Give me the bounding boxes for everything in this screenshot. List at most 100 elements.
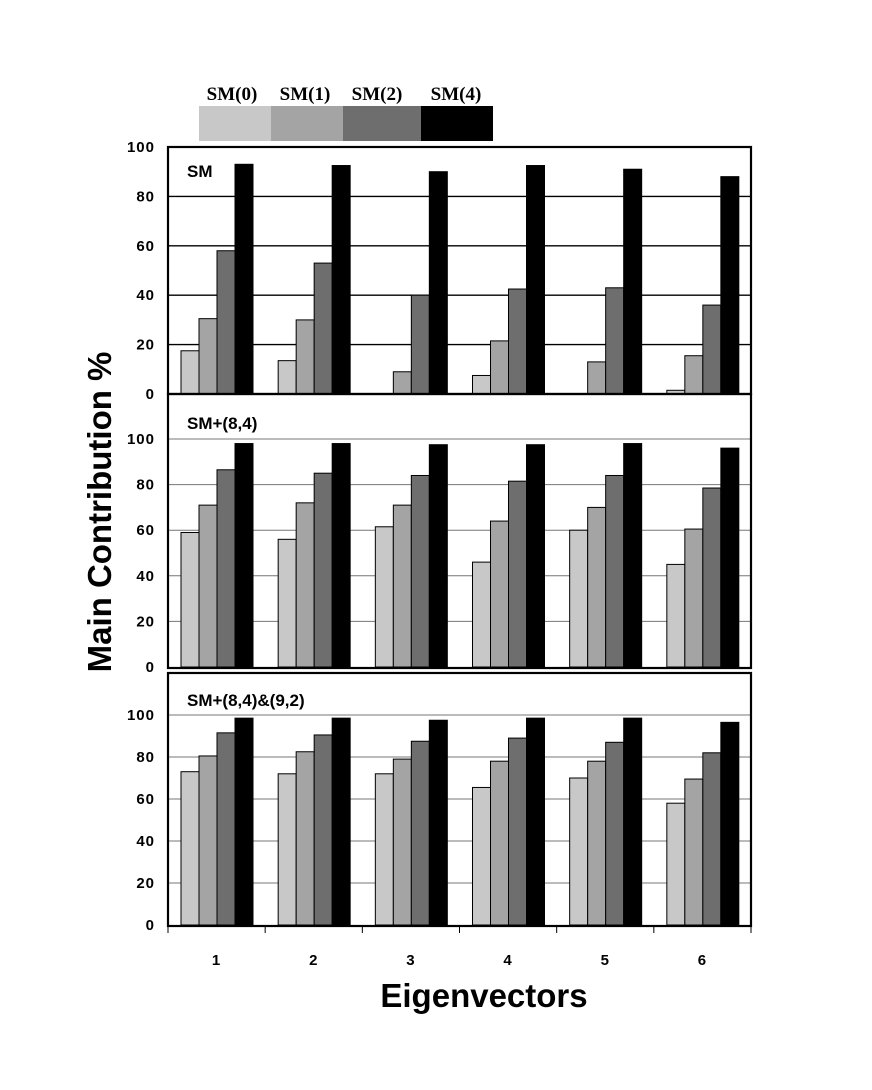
bar xyxy=(666,563,686,668)
x-tick-label: 3 xyxy=(406,952,415,969)
y-tick-label: 100 xyxy=(127,139,155,156)
bar xyxy=(216,732,236,926)
bar xyxy=(410,474,430,668)
y-tick-label: 0 xyxy=(146,659,155,676)
bar xyxy=(295,751,315,926)
bar xyxy=(684,778,704,926)
panel-label: SM+(8,4) xyxy=(187,414,257,433)
bar xyxy=(374,773,394,926)
y-tick-label: 80 xyxy=(136,188,155,205)
bar xyxy=(234,443,254,668)
bar xyxy=(623,443,643,668)
bar xyxy=(684,528,704,668)
bar xyxy=(295,502,315,668)
x-tick-label: 6 xyxy=(698,952,707,969)
bar xyxy=(410,740,430,926)
x-axis-title: Eigenvectors xyxy=(380,977,587,1014)
bar xyxy=(216,250,236,395)
bar xyxy=(623,168,643,395)
bar xyxy=(331,717,351,926)
bar xyxy=(490,340,509,395)
bar xyxy=(490,520,509,668)
bar xyxy=(313,262,333,395)
bar xyxy=(180,350,200,395)
y-tick-label: 80 xyxy=(136,477,155,494)
y-tick-label: 60 xyxy=(136,522,155,539)
bar xyxy=(331,165,351,395)
bar xyxy=(472,561,491,668)
bar xyxy=(374,526,394,668)
bar xyxy=(526,165,545,395)
legend-swatch xyxy=(199,106,271,141)
legend-label: SM(4) xyxy=(431,84,482,105)
bar xyxy=(490,760,509,926)
bar xyxy=(331,443,351,668)
panel: 0 20 40 60 80 100 SM xyxy=(127,139,753,403)
x-tick-label: 5 xyxy=(601,952,610,969)
bar xyxy=(702,304,722,395)
bar xyxy=(180,771,200,926)
chart-panels: 0 20 40 60 80 100 SM 0 20 40 60 80 100 SM+(8,4) 0 20 40 6… xyxy=(127,139,753,934)
bar xyxy=(526,717,545,926)
bar xyxy=(605,741,625,926)
y-axis-title: Main Contribution % xyxy=(81,352,118,673)
panel-frame xyxy=(166,145,753,396)
bar xyxy=(198,318,218,395)
panel: 0 20 40 60 80 100 SM+(8,4)&(9,2) xyxy=(127,671,753,934)
bar xyxy=(569,529,589,668)
y-tick-label: 100 xyxy=(127,707,155,724)
y-tick-label: 100 xyxy=(127,431,155,448)
bar xyxy=(392,504,412,668)
bar xyxy=(234,717,254,926)
bar xyxy=(277,360,297,395)
bar xyxy=(605,287,625,395)
bar xyxy=(666,802,686,926)
bar xyxy=(605,474,625,668)
y-tick-label: 60 xyxy=(136,238,155,255)
y-tick-label: 60 xyxy=(136,791,155,808)
bar xyxy=(313,734,333,926)
bar xyxy=(277,773,297,926)
bar xyxy=(702,487,722,668)
bar xyxy=(587,760,607,926)
x-tick-label: 2 xyxy=(309,952,318,969)
bar xyxy=(428,171,448,395)
panel: 0 20 40 60 80 100 SM+(8,4) xyxy=(127,392,753,676)
bar xyxy=(508,288,527,395)
bar xyxy=(472,786,491,926)
bar xyxy=(472,374,491,395)
panel-label: SM+(8,4)&(9,2) xyxy=(187,691,305,710)
bar xyxy=(216,469,236,668)
x-axis: 1 2 3 4 5 6 xyxy=(167,926,752,969)
bar xyxy=(623,717,643,926)
legend: SM(0) SM(1) SM(2) SM(4) xyxy=(199,84,493,141)
bar xyxy=(526,444,545,668)
x-tick-label: 1 xyxy=(212,952,221,969)
y-tick-label: 20 xyxy=(136,337,155,354)
bar xyxy=(392,758,412,926)
bar xyxy=(295,319,315,395)
y-tick-label: 20 xyxy=(136,613,155,630)
bar xyxy=(180,531,200,668)
y-tick-label: 40 xyxy=(136,287,155,304)
bar xyxy=(234,163,254,395)
bar xyxy=(428,719,448,926)
y-tick-label: 0 xyxy=(146,917,155,934)
y-tick-label: 80 xyxy=(136,749,155,766)
bar xyxy=(198,755,218,926)
bar xyxy=(720,721,740,926)
x-tick-label: 4 xyxy=(503,952,512,969)
bar xyxy=(569,777,589,926)
legend-swatch xyxy=(343,106,421,141)
bar xyxy=(410,294,430,395)
panel-frame xyxy=(166,392,753,670)
bar xyxy=(684,355,704,395)
bar xyxy=(428,444,448,668)
legend-label: SM(0) xyxy=(207,84,258,105)
legend-label: SM(2) xyxy=(352,84,403,105)
bar xyxy=(720,447,740,668)
bar xyxy=(587,361,607,395)
legend-label: SM(1) xyxy=(280,84,331,105)
bar xyxy=(392,371,412,395)
